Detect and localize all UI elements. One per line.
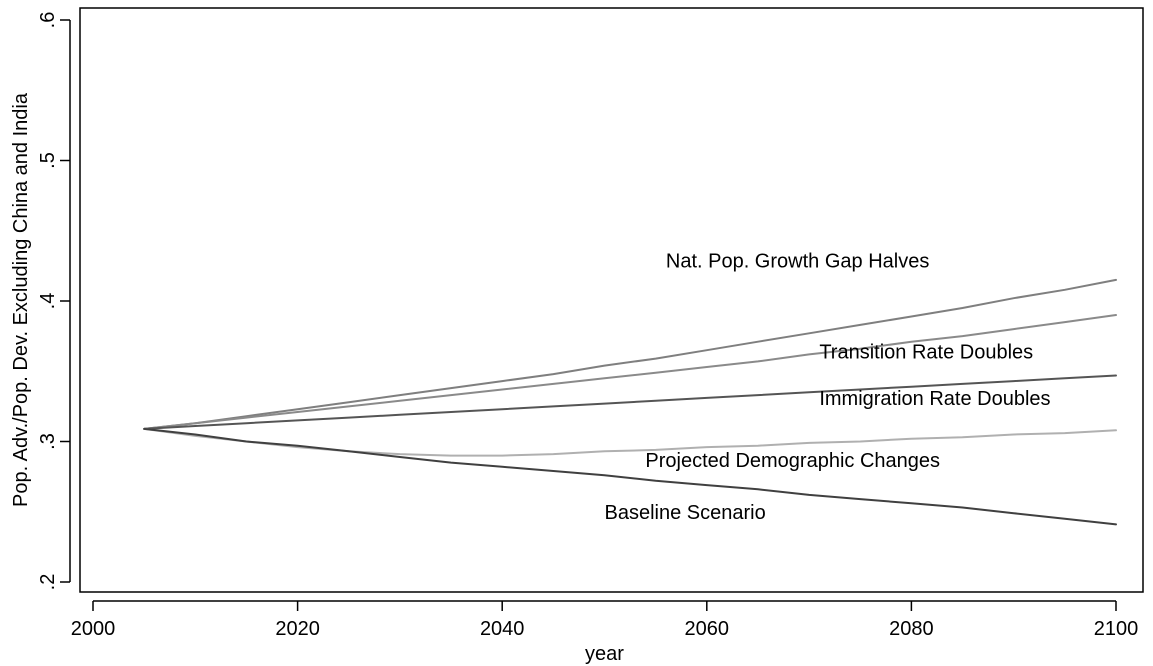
series-label: Baseline Scenario — [605, 502, 766, 524]
series-label: Projected Demographic Changes — [645, 450, 940, 472]
y-axis-ticks: .2 .3 .4 .5 .6 — [37, 12, 70, 591]
y-tick-label: .2 — [37, 574, 59, 591]
y-tick-label: .4 — [37, 293, 59, 310]
series-label: Nat. Pop. Growth Gap Halves — [666, 250, 929, 272]
y-tick-label: .5 — [37, 152, 59, 169]
series-line-transition-rate-doubles — [143, 314, 1117, 430]
x-tick-label: 2080 — [889, 618, 934, 640]
y-tick-label: .6 — [37, 12, 59, 29]
x-tick-label: 2060 — [685, 618, 730, 640]
y-axis-title: Pop. Adv./Pop. Dev. Excluding China and … — [10, 92, 32, 507]
x-tick-label: 2040 — [480, 618, 525, 640]
series-labels: Nat. Pop. Growth Gap Halves Transition Ra… — [605, 250, 1051, 523]
y-tick-label: .3 — [37, 433, 59, 450]
series-label: Immigration Rate Doubles — [819, 388, 1050, 410]
series-line-projected-demographic-changes — [143, 427, 1117, 457]
series-line-immigration-rate-doubles — [143, 374, 1117, 430]
series-line-baseline-scenario — [143, 427, 1117, 526]
x-axis-ticks: 2000 2020 2040 2060 2080 2100 — [71, 601, 1139, 640]
x-tick-label: 2100 — [1094, 618, 1139, 640]
plot-frame — [79, 7, 1144, 593]
x-tick-label: 2020 — [275, 618, 320, 640]
series-line-nat-pop-growth-gap-halves — [143, 278, 1117, 430]
series-label: Transition Rate Doubles — [819, 342, 1033, 364]
series-lines — [143, 278, 1117, 526]
x-tick-label: 2000 — [71, 618, 116, 640]
x-axis-title: year — [585, 643, 624, 665]
